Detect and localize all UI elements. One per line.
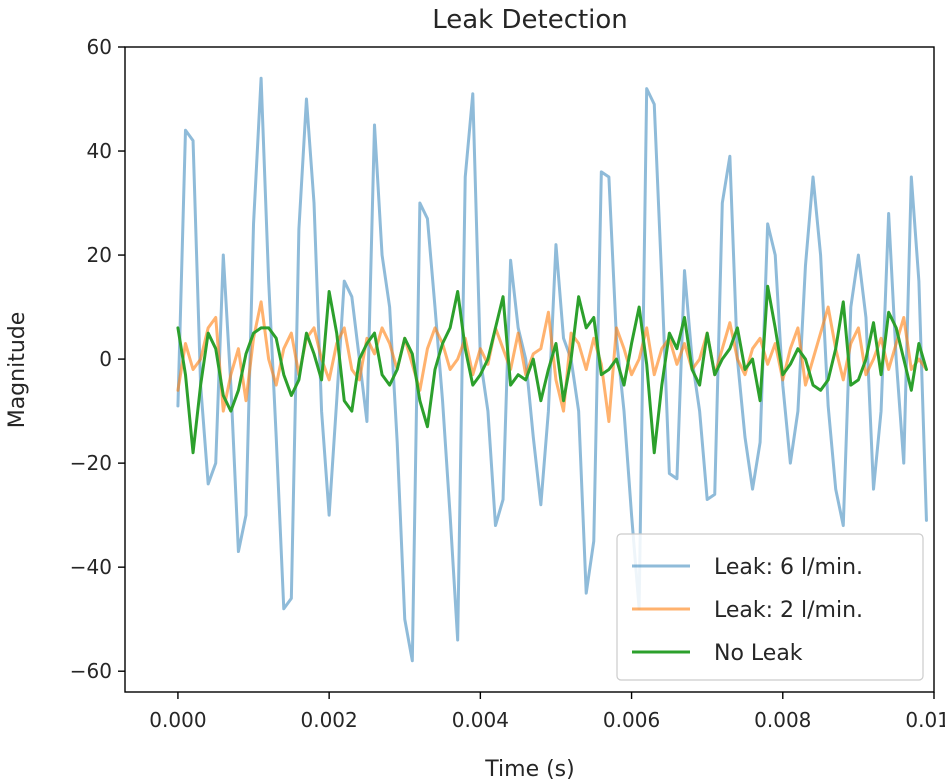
legend-label-2: No Leak: [714, 641, 803, 666]
y-tick-label: 60: [87, 35, 112, 59]
series-line-0: [176, 76, 928, 663]
x-tick-label: 0.002: [301, 708, 358, 732]
y-tick-label: 20: [87, 243, 112, 267]
x-axis-label: Time (s): [484, 757, 574, 782]
y-axis-label: Magnitude: [5, 312, 30, 429]
y-axis-ticks: −60 −40 −20 0 20 40 60: [70, 35, 125, 683]
y-tick-label: −60: [70, 659, 112, 683]
plot-area: [176, 76, 928, 663]
plot-frame: [124, 46, 935, 693]
legend-label-0: Leak: 6 l/min.: [714, 555, 863, 580]
y-tick-label: 40: [87, 139, 112, 163]
chart-title: Leak Detection: [432, 5, 628, 35]
series-line-2: [176, 284, 928, 455]
y-tick-label: −40: [70, 555, 112, 579]
x-tick-label: 0.006: [603, 708, 660, 732]
legend-box: [616, 533, 924, 681]
legend-label-1: Leak: 2 l/min.: [714, 598, 863, 623]
legend: Leak: 6 l/min. Leak: 2 l/min. No Leak: [616, 533, 924, 681]
x-tick-label: 0.004: [452, 708, 509, 732]
x-tick-label: 0.010: [905, 708, 945, 732]
x-tick-label: 0.008: [754, 708, 811, 732]
x-tick-label: 0.000: [149, 708, 206, 732]
y-tick-label: −20: [70, 451, 112, 475]
y-tick-label: 0: [99, 347, 112, 371]
x-axis-ticks: 0.000 0.002 0.004 0.006 0.008 0.010: [149, 692, 945, 732]
